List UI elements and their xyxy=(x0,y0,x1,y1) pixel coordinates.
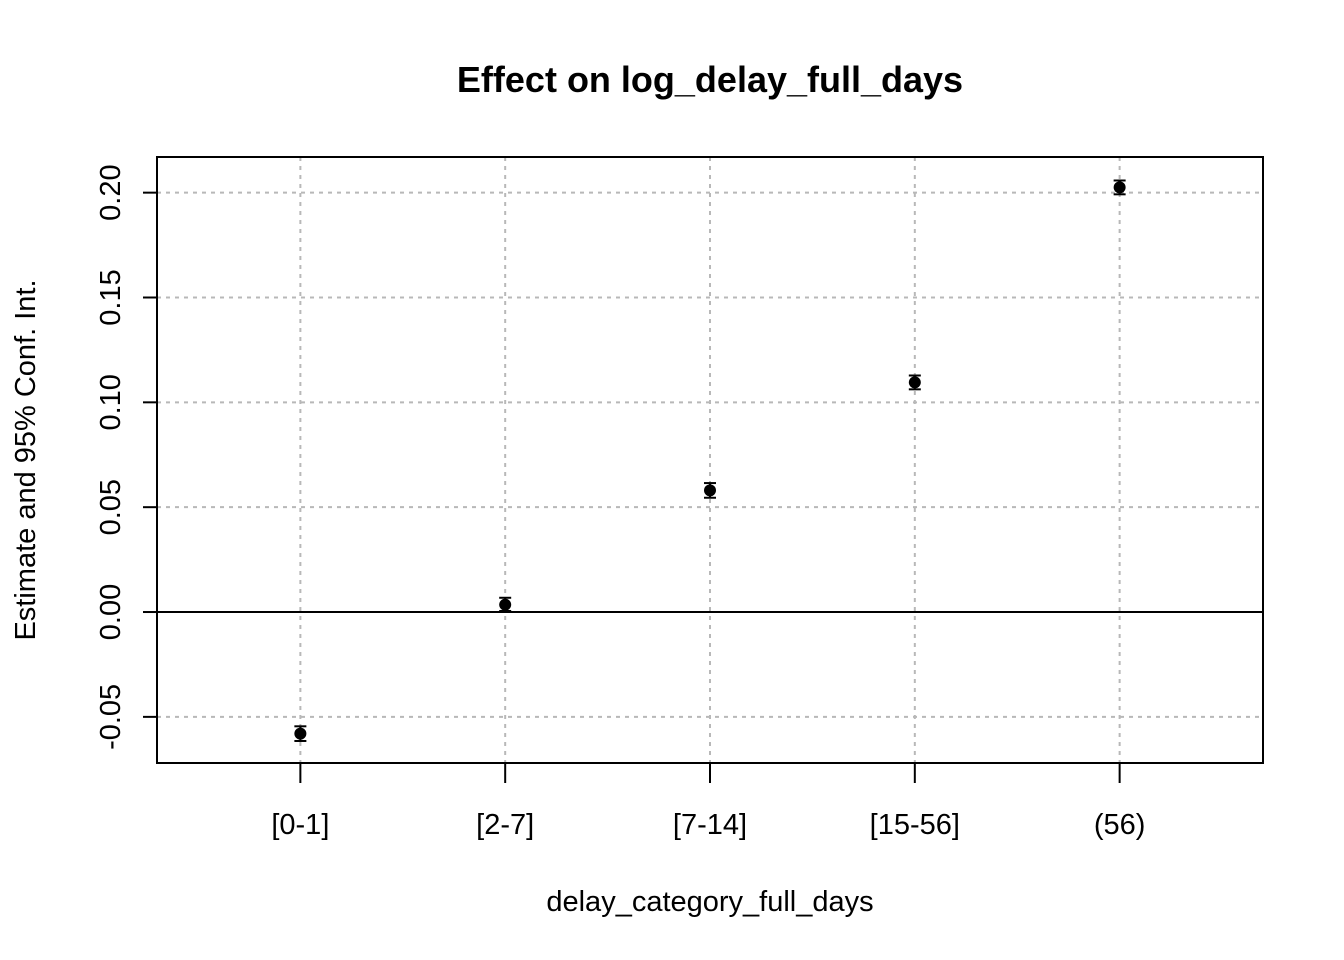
x-axis-label: delay_category_full_days xyxy=(546,886,873,918)
x-tick-label: [0-1] xyxy=(271,809,329,841)
x-tick-label: [2-7] xyxy=(476,809,534,841)
y-tick-label: 0.15 xyxy=(95,269,127,325)
y-axis-label: Estimate and 95% Conf. Int. xyxy=(10,279,42,640)
y-tick-label: 0.10 xyxy=(95,374,127,430)
y-tick-label: 0.00 xyxy=(95,584,127,640)
x-axis: [0-1] [2-7] [7-14] [15-56] (56) xyxy=(271,762,1146,841)
y-tick-label: -0.05 xyxy=(95,684,127,750)
estimate-group xyxy=(1113,179,1126,196)
point-estimate xyxy=(704,484,716,497)
point-estimate xyxy=(1113,181,1126,194)
y-axis: -0.05 0.00 0.05 0.10 0.15 0.20 xyxy=(95,164,158,750)
x-tick-label: (56) xyxy=(1094,809,1146,841)
estimate-group xyxy=(908,374,921,391)
x-tick-label: [15-56] xyxy=(870,809,960,841)
estimate-group xyxy=(499,596,512,612)
estimate-group xyxy=(294,725,307,742)
data-points xyxy=(294,179,1126,742)
x-tick-label: [7-14] xyxy=(673,809,747,841)
point-estimate xyxy=(294,727,307,740)
point-estimate xyxy=(499,598,512,611)
y-tick-label: 0.20 xyxy=(95,164,127,220)
grid-lines xyxy=(157,157,1263,763)
estimate-group xyxy=(704,482,716,499)
point-estimate xyxy=(908,376,921,389)
y-tick-label: 0.05 xyxy=(95,479,127,535)
chart-title: Effect on log_delay_full_days xyxy=(457,59,963,100)
